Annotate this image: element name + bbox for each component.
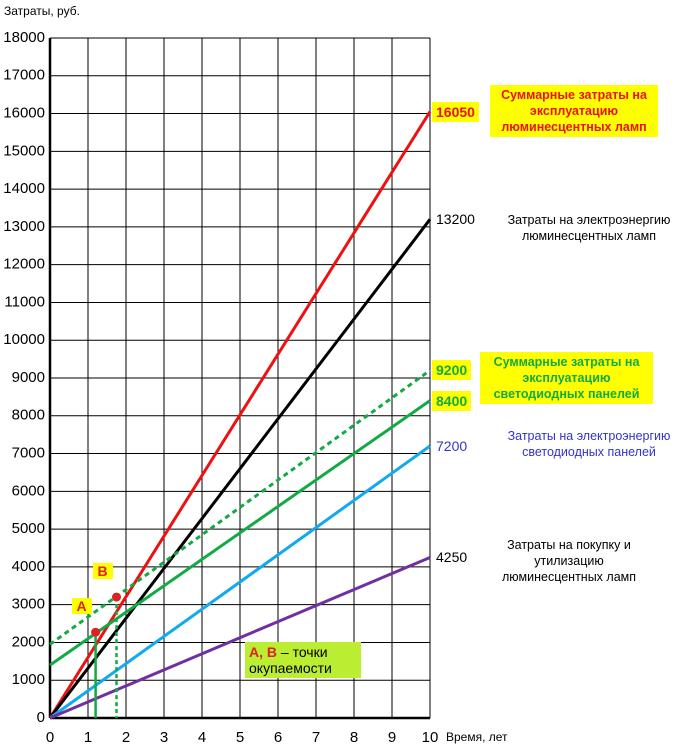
annotation-highlight: A, B	[249, 644, 277, 660]
y-tick-label: 17000	[3, 67, 45, 84]
x-tick-label: 0	[46, 729, 54, 746]
x-tick-label: 2	[122, 729, 130, 746]
value-label: 7200	[436, 438, 468, 454]
x-tick-label: 6	[274, 729, 282, 746]
series-label: Суммарные затраты на эксплуатацию светод…	[480, 352, 653, 404]
y-tick-label: 0	[37, 709, 45, 726]
y-tick-label: 14000	[3, 180, 45, 197]
y-tick-label: 11000	[4, 293, 45, 310]
x-tick-label: 9	[388, 729, 396, 746]
y-axis-title: Затраты, руб.	[4, 4, 80, 18]
series-line	[49, 369, 431, 646]
y-tick-label: 1000	[12, 671, 45, 688]
value-label: 13200	[436, 211, 475, 228]
y-tick-label: 13000	[3, 218, 45, 235]
y-tick-label: 8000	[12, 407, 45, 424]
series-line	[48, 110, 432, 719]
series-line	[48, 218, 432, 719]
value-label: 9200	[432, 360, 472, 381]
y-tick-label: 12000	[3, 256, 45, 273]
series-line	[49, 444, 431, 720]
x-tick-label: 5	[236, 729, 244, 746]
x-tick-label: 3	[160, 729, 168, 746]
x-tick-label: 10	[422, 729, 439, 746]
value-label: 16050	[432, 101, 479, 122]
x-tick-label: 1	[84, 729, 92, 746]
series-line	[49, 556, 431, 720]
annotation: A, B – точки окупаемости	[245, 642, 361, 678]
point-label: A	[71, 598, 92, 615]
y-tick-label: 18000	[3, 29, 45, 46]
y-tick-label: 3000	[12, 596, 45, 613]
annotation-text: – точки окупаемости	[249, 644, 332, 676]
y-tick-label: 4000	[12, 558, 45, 575]
payback-point	[91, 627, 101, 637]
value-label: 4250	[436, 549, 468, 566]
x-tick-label: 8	[350, 729, 358, 746]
y-tick-label: 5000	[12, 520, 45, 537]
series-label: Суммарные затраты на эксплуатацию люмине…	[490, 85, 658, 137]
y-tick-label: 6000	[12, 482, 45, 499]
y-tick-label: 16000	[3, 105, 45, 122]
x-axis-title: Время, лет	[446, 730, 508, 744]
payback-point	[112, 592, 121, 602]
point-label: B	[92, 563, 113, 580]
y-tick-label: 7000	[12, 445, 45, 462]
series-label: Затраты на электроэнергию светодиодных п…	[507, 429, 671, 459]
x-tick-label: 4	[198, 729, 206, 746]
value-label: 8400	[432, 390, 472, 411]
y-tick-label: 10000	[3, 331, 45, 348]
series-label: Затраты на покупку и утилизацию люминесц…	[501, 538, 637, 584]
series-line	[49, 399, 431, 667]
series-label: Затраты на электроэнергию люминесцентных…	[507, 213, 671, 243]
x-tick-label: 7	[312, 729, 320, 746]
y-tick-label: 2000	[12, 633, 45, 650]
y-tick-label: 9000	[12, 369, 45, 386]
y-tick-label: 15000	[3, 142, 45, 159]
